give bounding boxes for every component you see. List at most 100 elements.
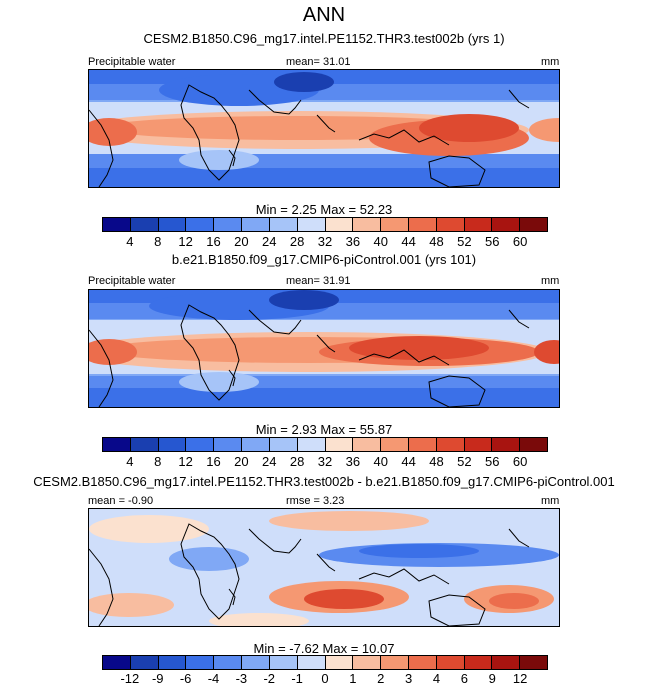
panel-2-title: b.e21.B1850.f09_g17.CMIP6-piControl.001 … [171,252,477,267]
colorbar-tick-label: 12 [178,454,193,469]
colorbar-swatch [464,218,493,231]
colorbar-tick-label: 40 [373,234,388,249]
colorbar-tick-label: -12 [120,671,140,686]
colorbar-tick-label: 56 [485,234,500,249]
colorbar-tick-label: 52 [457,454,472,469]
colorbar-tick-label: 20 [234,234,249,249]
colorbar-swatch [186,656,215,669]
colorbar-tick-label: 2 [377,671,385,686]
colorbar-swatch [353,438,382,451]
colorbar-swatch [103,656,131,669]
panel-3-map [88,508,560,627]
colorbar-swatch [436,656,465,669]
colorbar-tick-label: 28 [289,234,305,249]
colorbar-tick-label: -1 [291,671,303,686]
colorbar-swatch [381,656,409,669]
panel-3-mean-label: mean = -0.90 [88,495,154,507]
colorbar-swatch [214,656,243,669]
colorbar-swatch [492,656,521,669]
colorbar-swatch [408,656,437,669]
colorbar-swatch [214,438,243,451]
colorbar-tick-label: 9 [488,671,496,686]
colorbar-swatch [158,656,187,669]
panel-2-min-max: Min = 2.93 Max = 55.87 [255,422,393,437]
colorbar-tick-label: -4 [207,671,220,686]
colorbar-tick-label: 24 [262,234,277,249]
colorbar-tick-label: -6 [179,671,192,686]
panel-1-colorbar [102,217,548,232]
colorbar-swatch [242,656,270,669]
colorbar-tick-label: 8 [154,234,162,249]
panel-3-colorbar-ticks: -12 -9 -6 -4 -3 -2 -1 0 1 2 3 4 6 9 12 [102,671,548,687]
colorbar-tick-label: 36 [345,454,361,469]
colorbar-swatch [158,218,187,231]
colorbar-tick-label: 4 [432,671,441,686]
colorbar-tick-label: 52 [457,234,472,249]
colorbar-tick-label: 1 [349,671,357,686]
colorbar-tick-label: 12 [512,671,528,686]
colorbar-swatch [492,438,521,451]
colorbar-swatch [492,218,521,231]
panel-1-min-max: Min = 2.25 Max = 52.23 [255,202,393,217]
colorbar-tick-label: 60 [512,234,528,249]
colorbar-swatch [325,656,354,669]
colorbar-tick-label: 20 [234,454,249,469]
colorbar-tick-label: 32 [317,234,333,249]
colorbar-tick-label: 12 [178,234,193,249]
colorbar-swatch [353,656,382,669]
colorbar-swatch [103,218,131,231]
colorbar-swatch [269,656,298,669]
colorbar-tick-label: 24 [262,454,277,469]
colorbar-swatch [297,656,326,669]
colorbar-tick-label: 40 [373,454,388,469]
colorbar-tick-label: 32 [317,454,333,469]
colorbar-tick-label: -2 [263,671,276,686]
colorbar-tick-label: -3 [235,671,248,686]
colorbar-swatch [464,438,493,451]
colorbar-swatch [520,656,547,669]
panel-1-title: CESM2.B1850.C96_mg17.intel.PE1152.THR3.t… [143,31,505,46]
panel-2-colorbar [102,437,548,452]
colorbar-tick-label: 56 [485,454,500,469]
colorbar-tick-label: 8 [154,454,162,469]
colorbar-tick-label: 36 [345,234,361,249]
colorbar-swatch [520,218,547,231]
colorbar-swatch [269,438,298,451]
colorbar-tick-label: 16 [206,454,221,469]
panel-2-colorbar-ticks: 4 8 12 16 20 24 28 32 36 40 44 48 52 56 60 [102,454,548,470]
colorbar-swatch [325,438,354,451]
panel-1-variable-label: Precipitable water [88,56,176,68]
colorbar-swatch [408,218,437,231]
panel-3-colorbar [102,655,548,670]
colorbar-tick-label: 44 [401,454,416,469]
colorbar-swatch [464,656,493,669]
colorbar-swatch [130,438,159,451]
colorbar-swatch [269,218,298,231]
panel-1-units-label: mm [541,56,560,68]
panel-3-min-max: Min = -7.62 Max = 10.07 [253,641,395,656]
colorbar-swatch [242,218,270,231]
colorbar-tick-label: -9 [151,671,164,686]
colorbar-swatch [381,218,409,231]
panel-1-mean-label: mean= 31.01 [286,56,351,68]
colorbar-swatch [297,438,326,451]
panel-2-mean-label: mean= 31.91 [286,275,351,287]
colorbar-swatch [436,218,465,231]
colorbar-swatch [214,218,243,231]
colorbar-tick-label: 6 [460,671,468,686]
colorbar-swatch [436,438,465,451]
colorbar-tick-label: 60 [512,454,528,469]
colorbar-swatch [186,438,215,451]
colorbar-tick-label: 48 [429,234,444,249]
colorbar-swatch [325,218,354,231]
colorbar-swatch [242,438,270,451]
colorbar-swatch [353,218,382,231]
colorbar-tick-label: 48 [429,454,444,469]
colorbar-tick-label: 3 [405,671,413,686]
colorbar-swatch [103,438,131,451]
panel-1-map [88,69,560,188]
colorbar-swatch [408,438,437,451]
panel-3-units-label: mm [541,495,560,507]
colorbar-tick-label: 44 [401,234,416,249]
colorbar-tick-label: 4 [126,454,134,469]
